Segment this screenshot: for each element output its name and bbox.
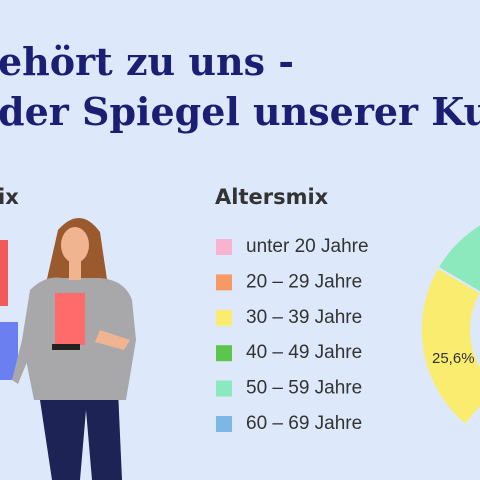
section-title: ix [0,185,19,209]
legend-swatch [216,416,232,432]
legend-label: 50 – 59 Jahre [246,378,362,399]
legend-swatch [216,380,232,397]
legend-label: 40 – 49 Jahre [246,342,362,363]
bar-shape [0,240,8,306]
bar-shape [0,322,18,380]
donut-segment [419,266,480,427]
donut: 25,6% [419,223,480,427]
legend-swatch [216,274,232,291]
title-line: ehört zu uns - [0,39,294,84]
title-line: der Spiegel unserer Ku [0,89,480,134]
legend-swatch [216,309,232,326]
legend-swatch [216,345,232,362]
legend-label: unter 20 Jahre [246,236,369,257]
woman-illustration [12,217,136,480]
donut-segment [436,223,480,294]
legend-title: Altersmix [215,185,329,209]
legend-label: 30 – 39 Jahre [246,307,362,328]
legend-label: 20 – 29 Jahre [246,271,362,292]
legend-label: 60 – 69 Jahre [246,413,362,434]
donut-label: 25,6% [432,350,475,367]
legend: unter 20 Jahre 20 – 29 Jahre 30 – 39 Jahre… [216,236,369,434]
legend-swatch [216,239,232,255]
